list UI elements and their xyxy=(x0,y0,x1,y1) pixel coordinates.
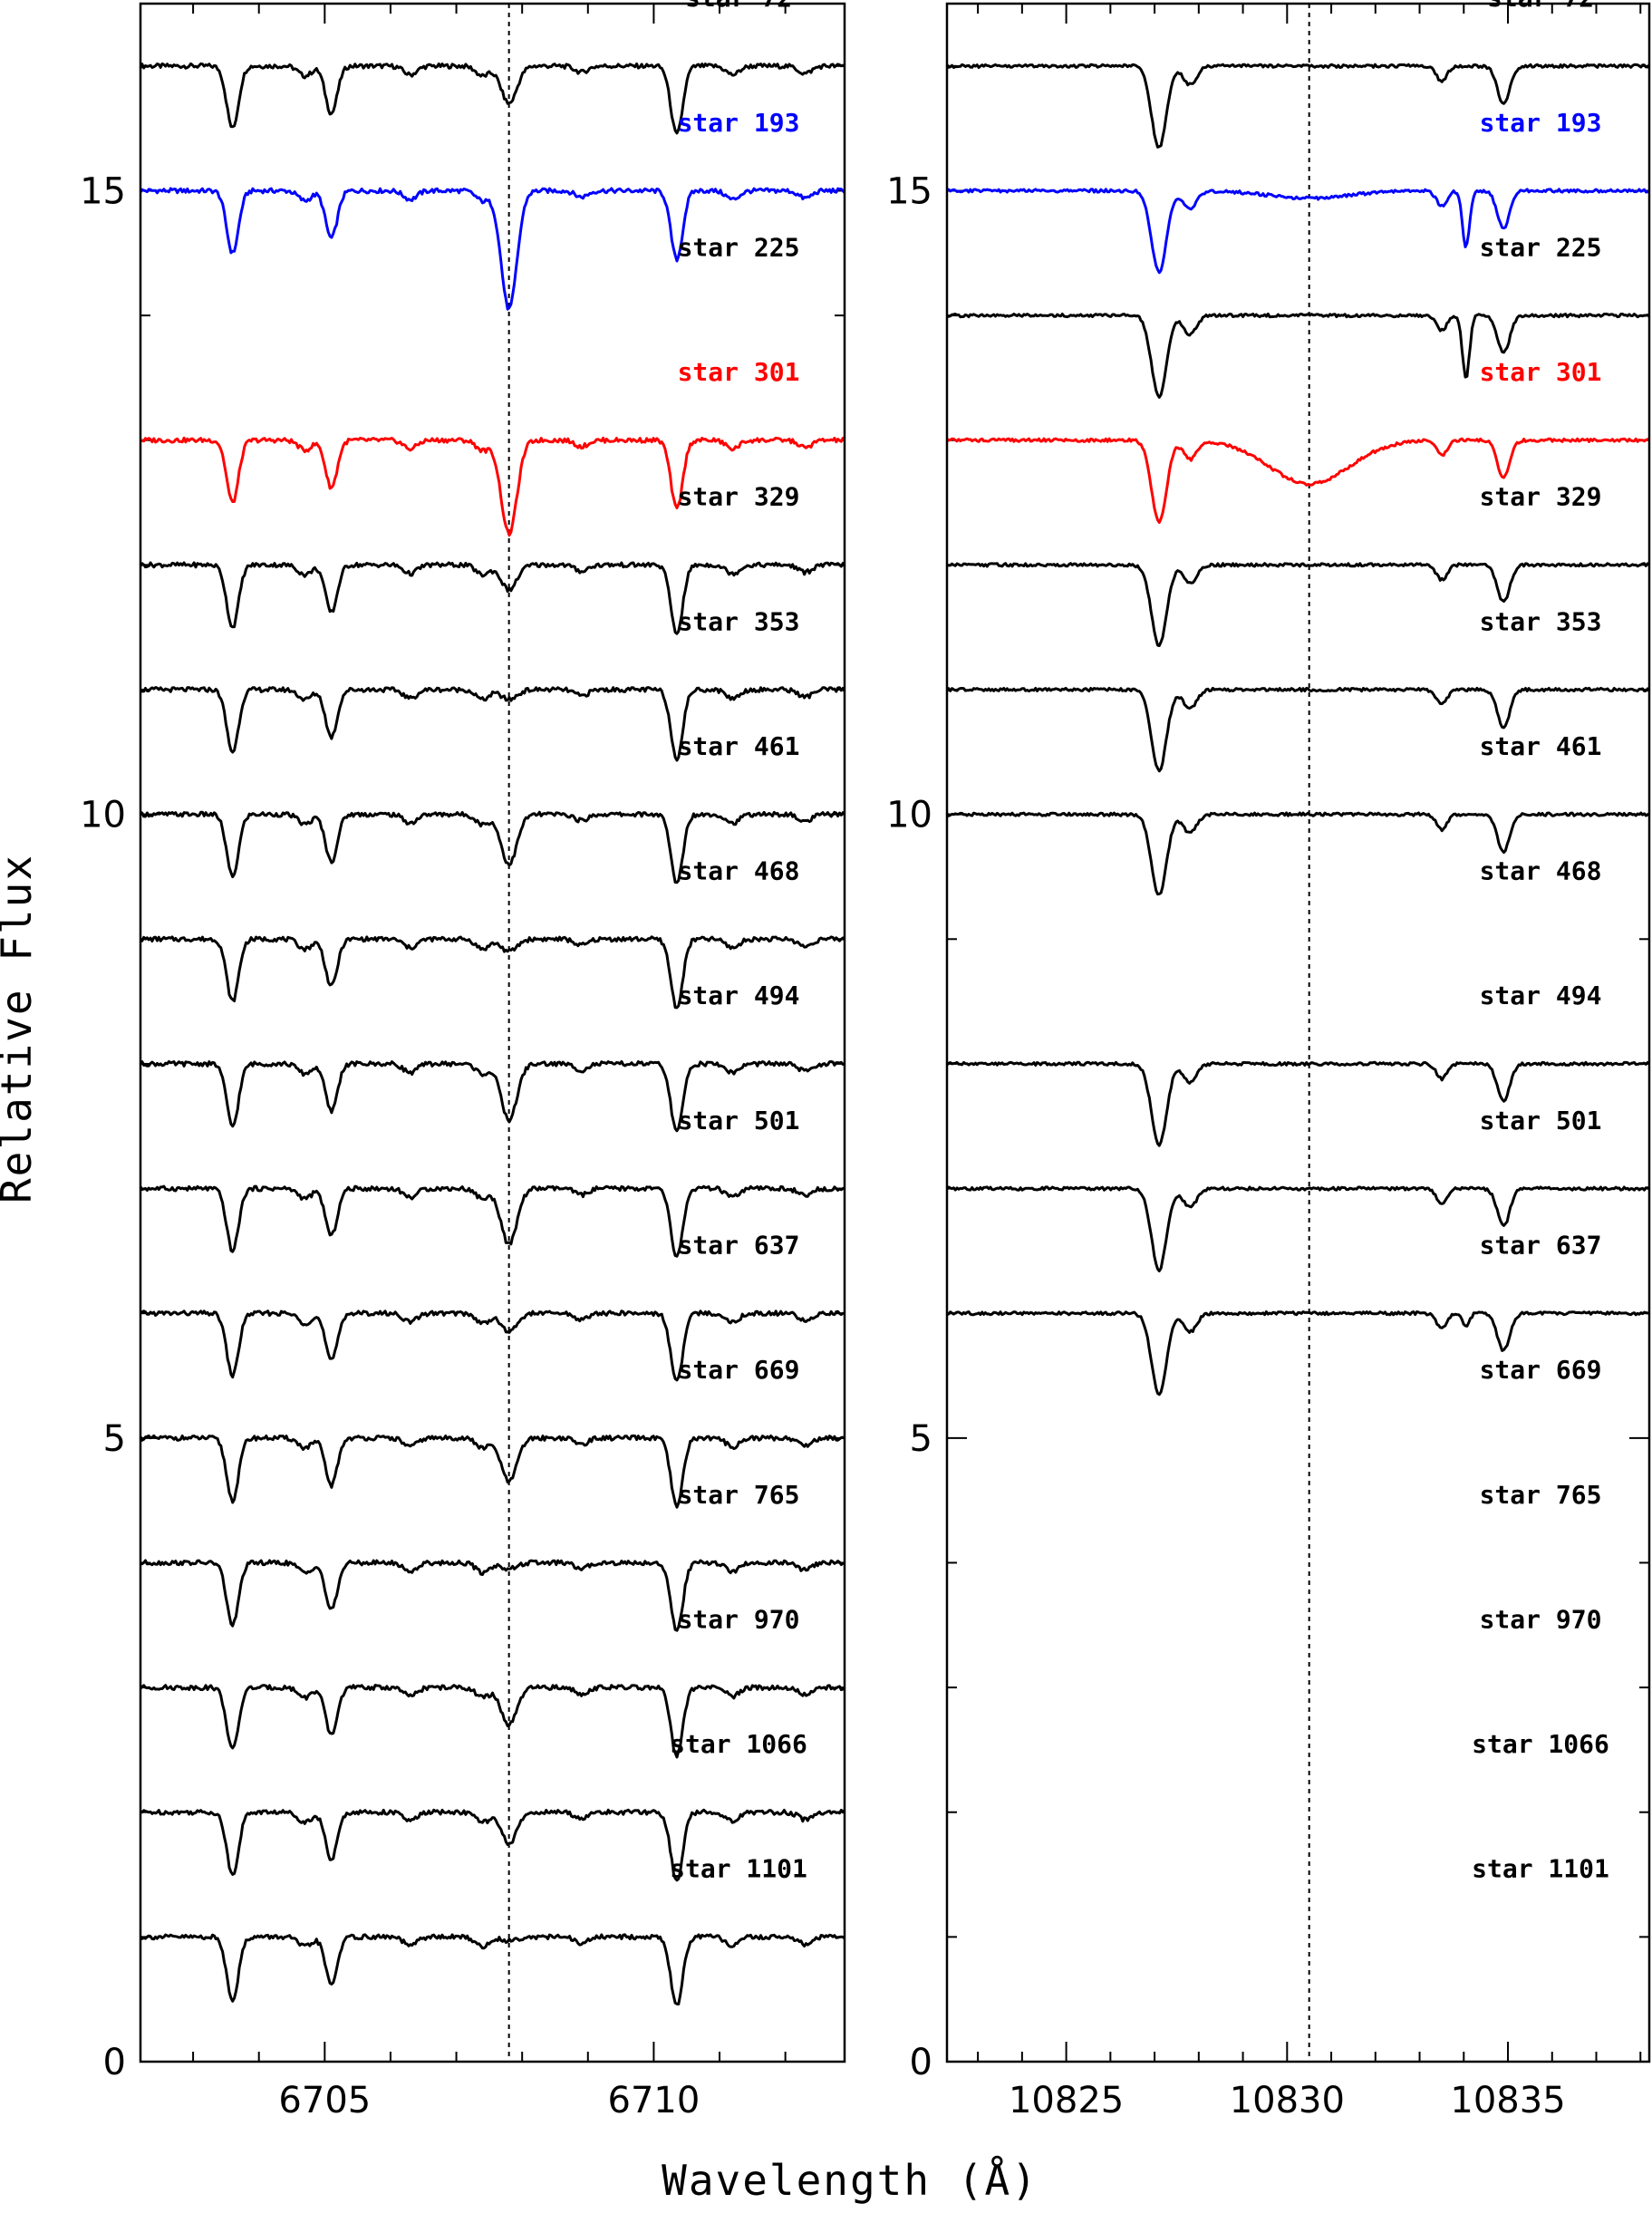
series-label: star 970 xyxy=(1480,1604,1602,1634)
series-line xyxy=(139,561,846,635)
series-label: star 970 xyxy=(678,1604,800,1634)
series-label: star 468 xyxy=(1480,856,1602,886)
series-line xyxy=(945,63,1651,149)
x-tick-label: 10835 xyxy=(1450,2080,1565,2121)
y-tick-label: 0 xyxy=(103,2042,126,2083)
series-label: star 637 xyxy=(678,1230,800,1260)
series-label: star 461 xyxy=(678,731,800,761)
series-line xyxy=(946,1310,1650,1396)
series-label: star 765 xyxy=(678,1480,800,1510)
series-label: star 72 xyxy=(1487,0,1594,13)
series-label: star 329 xyxy=(678,482,800,512)
series-label: star 669 xyxy=(1480,1355,1602,1385)
y-tick-label: 5 xyxy=(910,1418,932,1460)
x-tick-label: 10830 xyxy=(1230,2080,1345,2121)
series-label: star 329 xyxy=(1480,482,1602,512)
series-line xyxy=(139,187,846,311)
series-label: star 225 xyxy=(1480,232,1602,262)
series-line xyxy=(139,1184,845,1258)
series-label: star 301 xyxy=(678,357,800,387)
lithium-panel: 0 5 10 15 6705 6710 star 72 star 193 star 225 sta… xyxy=(80,0,846,2121)
series-line xyxy=(946,1060,1650,1147)
y-axis-label: Relative Flux xyxy=(0,854,41,1203)
y-tick-label: 0 xyxy=(910,2042,932,2083)
series-line xyxy=(139,1059,845,1133)
series-label: star 1101 xyxy=(670,1854,807,1884)
series-label: star 193 xyxy=(1480,108,1602,138)
y-tick-label: 10 xyxy=(80,795,126,836)
series-line xyxy=(139,62,845,135)
series-label: star 501 xyxy=(678,1106,800,1135)
series-line xyxy=(945,686,1651,773)
series-label: star 72 xyxy=(685,0,792,13)
x-tick-label: 10825 xyxy=(1009,2080,1124,2121)
x-tick-label: 6705 xyxy=(278,2080,371,2121)
plot-frame xyxy=(945,2,1651,2063)
y-tick-label: 10 xyxy=(886,795,932,836)
y-tick-label: 5 xyxy=(103,1418,126,1460)
series-line xyxy=(945,437,1650,524)
series-line xyxy=(946,562,1649,647)
series-line xyxy=(140,935,846,1010)
series-label: star 461 xyxy=(1480,731,1602,761)
x-tick-label: 6710 xyxy=(608,2080,700,2121)
series-label: star 1066 xyxy=(670,1729,807,1759)
series-line xyxy=(140,1559,845,1632)
series-line xyxy=(946,188,1650,275)
series-line xyxy=(139,1933,845,2005)
x-axis-label: Wavelength (Å) xyxy=(662,2156,1039,2205)
series-label: star 353 xyxy=(1480,606,1602,636)
series-label: star 301 xyxy=(1480,357,1602,387)
series-label: star 501 xyxy=(1480,1106,1602,1135)
series-label: star 494 xyxy=(1480,981,1602,1010)
series-label: star 669 xyxy=(678,1355,800,1385)
series-line xyxy=(139,1434,845,1509)
series-label: star 1066 xyxy=(1472,1729,1609,1759)
y-tick-label: 15 xyxy=(886,170,932,212)
series-label: star 468 xyxy=(678,856,800,886)
series-line xyxy=(140,1309,845,1382)
y-tick-label: 15 xyxy=(80,170,126,212)
series-label: star 1101 xyxy=(1472,1854,1609,1884)
series-line xyxy=(140,436,845,537)
series-label: star 225 xyxy=(678,232,800,262)
series-label: star 193 xyxy=(678,108,800,138)
series-line xyxy=(140,810,845,884)
helium-panel: 0 5 10 15 10825 10830 10835 star 72 star 193 star… xyxy=(886,0,1651,2121)
series-line xyxy=(946,312,1650,399)
series-label: star 494 xyxy=(678,981,800,1010)
series-line xyxy=(945,1185,1650,1272)
series-line xyxy=(139,1684,845,1759)
series-label: star 353 xyxy=(678,606,800,636)
series-line xyxy=(140,686,846,762)
series-line xyxy=(945,811,1650,896)
plot-frame xyxy=(139,2,846,2063)
series-label: star 765 xyxy=(1480,1480,1602,1510)
series-label: star 637 xyxy=(1480,1230,1602,1260)
series-line xyxy=(140,1808,846,1882)
